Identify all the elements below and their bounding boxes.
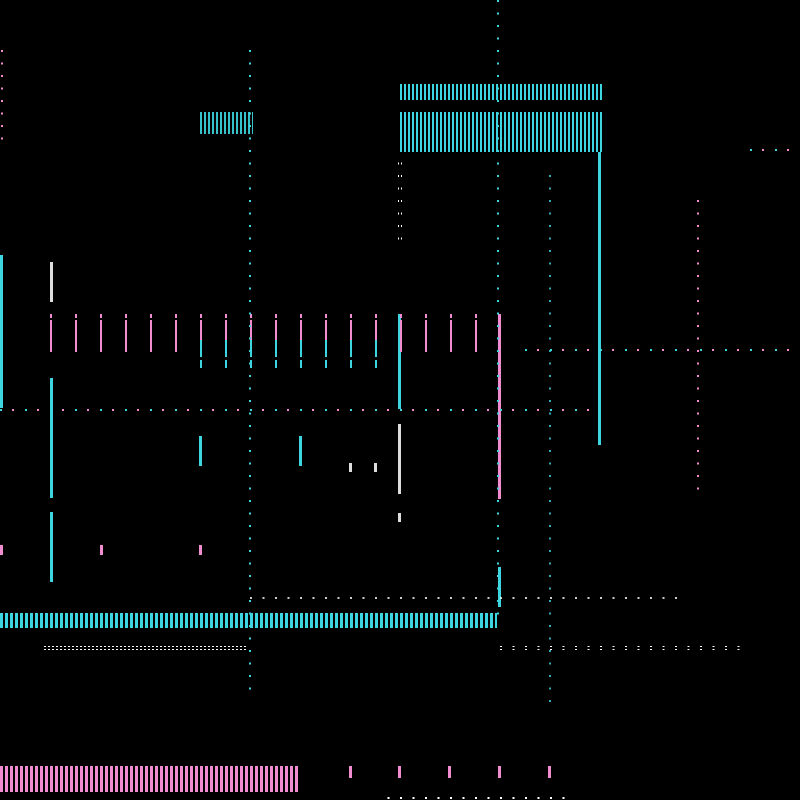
dotted-line	[548, 172, 552, 702]
tick	[398, 513, 401, 522]
tick	[199, 545, 202, 555]
line	[299, 436, 302, 466]
dotted-line	[398, 160, 402, 240]
tick	[374, 463, 377, 472]
line	[50, 378, 53, 498]
dotted-line	[0, 50, 4, 145]
dotted-line	[520, 348, 800, 352]
dotted-line	[492, 646, 745, 650]
dotted-line	[497, 0, 501, 620]
tick	[398, 766, 401, 778]
dotted-line	[385, 797, 565, 800]
tick	[498, 766, 501, 778]
line	[398, 314, 401, 409]
line	[50, 262, 53, 302]
dash-row	[200, 340, 390, 368]
comb	[199, 112, 253, 134]
dotted-line	[0, 407, 600, 411]
line	[50, 512, 53, 582]
tick	[0, 545, 3, 555]
dotted-line	[248, 50, 252, 690]
dotted-line	[745, 149, 800, 153]
dotted-line	[696, 198, 700, 490]
tick	[100, 545, 103, 555]
line	[598, 152, 601, 445]
comb	[0, 766, 300, 792]
line	[199, 436, 202, 466]
tick	[349, 463, 352, 472]
tick	[448, 766, 451, 778]
line	[0, 255, 3, 408]
tick	[349, 766, 352, 778]
tick	[548, 766, 551, 778]
dotted-line	[250, 597, 680, 601]
line	[398, 424, 401, 494]
dotted-line	[44, 646, 246, 650]
